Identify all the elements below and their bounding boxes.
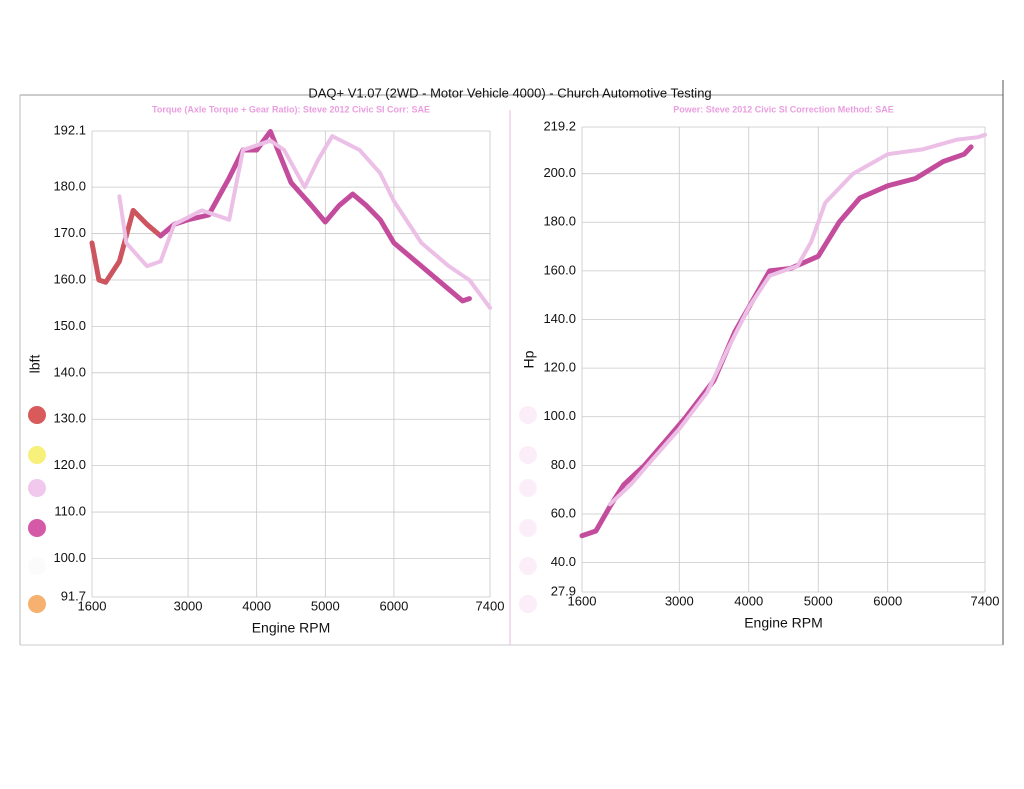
legend-dot [28,446,46,464]
y-tick-label: 120.0 [543,360,576,375]
y-tick-label: 27.9 [551,583,576,598]
y-tick-label: 80.0 [551,457,576,472]
y-tick-label: 160.0 [543,262,576,277]
x-tick-label: 6000 [379,598,408,613]
chart-subtitle: Torque (Axle Torque + Gear Ratio): Steve… [152,104,430,114]
legend-dot [519,519,537,537]
y-tick-label: 130.0 [53,411,86,426]
x-tick-label: 1600 [78,598,107,613]
y-axis-label: Hp [521,350,537,368]
y-tick-label: 110.0 [54,503,86,518]
legend-dot [28,557,46,575]
x-tick-label: 1600 [568,593,597,608]
y-tick-label: 160.0 [53,271,86,286]
legend-dot [28,595,46,613]
y-tick-label: 180.0 [53,179,86,194]
legend-dot [519,446,537,464]
legend-dot [28,406,46,424]
y-tick-label: 140.0 [53,364,86,379]
x-tick-label: 6000 [873,593,902,608]
y-tick-label: 40.0 [551,554,576,569]
y-tick-label: 180.0 [543,214,576,229]
y-tick-label: 60.0 [551,505,576,520]
series-line [607,132,987,507]
y-tick-label: 91.7 [61,588,86,603]
x-axis-label: Engine RPM [252,620,331,636]
y-tick-label: 100.0 [53,550,86,565]
series-line [579,144,974,539]
y-tick-label: 200.0 [543,165,576,180]
y-tick-label: 140.0 [543,311,576,326]
y-tick-label: 150.0 [53,318,86,333]
x-tick-label: 7400 [971,593,1000,608]
x-tick-label: 4000 [242,598,271,613]
legend-dot [28,519,46,537]
page-title: DAQ+ V1.07 (2WD - Motor Vehicle 4000) - … [308,85,711,100]
legend-dots [28,406,537,613]
x-axis-label: Engine RPM [744,615,823,631]
x-tick-label: 5000 [804,593,833,608]
y-tick-label: 100.0 [543,408,576,423]
x-tick-label: 3000 [174,598,203,613]
y-tick-label: 192.1 [53,122,86,137]
y-tick-label: 170.0 [53,225,86,240]
y-axis-label: lbft [27,355,43,374]
y-tick-label: 120.0 [53,457,86,472]
series-line [158,129,472,304]
y-tick-label: 219.2 [543,118,576,133]
x-tick-label: 7400 [476,598,505,613]
legend-dot [519,406,537,424]
series-line [117,134,492,310]
x-tick-label: 5000 [311,598,340,613]
legend-dot [519,595,537,613]
legend-dot [519,479,537,497]
series-line [89,207,164,285]
legend-dot [519,557,537,575]
legend-dot [28,479,46,497]
x-tick-label: 3000 [665,593,694,608]
x-tick-label: 4000 [734,593,763,608]
chart-subtitle: Power: Steve 2012 Civic SI Correction Me… [673,104,894,114]
